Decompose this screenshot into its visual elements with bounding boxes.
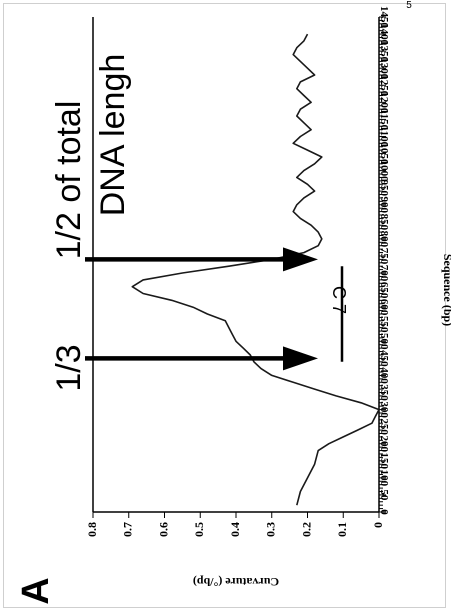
label-dna-length: DNA lengh: [94, 54, 132, 217]
y-tick-label: 0.1: [335, 522, 349, 537]
x-tick-label: 300: [378, 401, 390, 418]
arrow-one-third-head: [283, 346, 318, 371]
plot-area: 0501001502002503003504004505005506006507…: [15, 0, 451, 605]
x-tick-label: 950: [378, 179, 390, 196]
arrow-one-half-head: [283, 247, 318, 272]
y-tick-label: 0: [371, 522, 385, 528]
x-tick-label: 1250: [378, 74, 390, 97]
x-tick-label: 1450: [378, 6, 390, 29]
x-tick-label: 700: [378, 265, 390, 282]
x-tick-label: 900: [378, 197, 390, 214]
label-one-third: 1/3: [50, 344, 88, 391]
y-tick-label: 0.2: [299, 522, 313, 537]
x-tick-label: 1300: [378, 57, 390, 80]
y-tick-label: 0.3: [264, 522, 278, 537]
x-tick-label: 100: [378, 470, 390, 487]
x-tick-label: 850: [378, 214, 390, 231]
x-tick-label: 0: [378, 509, 390, 515]
x-tick-label: 500: [378, 333, 390, 350]
top-edge-text: 5: [406, 0, 412, 11]
label-one-half: 1/2 of total: [50, 101, 88, 260]
x-tick-label: 550: [378, 316, 390, 333]
x-tick-label: 350: [378, 384, 390, 401]
x-tick-label: 1150: [378, 109, 390, 131]
figure-frame: [3, 3, 446, 608]
x-tick-label: 250: [378, 418, 390, 435]
x-tick-label: 1400: [378, 23, 390, 46]
y-tick-label: 0.4: [228, 522, 242, 537]
y-axis-label: Curvature (°/bp): [193, 575, 279, 589]
y-tick-label: 0.8: [85, 522, 99, 537]
x-tick-label: 50: [378, 489, 390, 501]
x-axis-label: Sequence (bp): [441, 254, 451, 326]
x-tick-label: 1100: [378, 126, 390, 148]
y-tick-label: 0.7: [121, 522, 135, 537]
x-tick-label: 650: [378, 282, 390, 299]
y-tick-label: 0.6: [156, 522, 170, 537]
x-tick-label: 1350: [378, 40, 390, 63]
x-tick-label: 150: [378, 453, 390, 470]
x-tick-label: 200: [378, 435, 390, 452]
x-tick-label: 800: [378, 231, 390, 248]
panel-letter: A: [15, 577, 57, 604]
x-tick-label: 1200: [378, 91, 390, 114]
x-tick-label: 400: [378, 367, 390, 384]
x-tick-label: 600: [378, 299, 390, 316]
x-tick-label: 1050: [378, 143, 390, 166]
x-tick-label: 750: [378, 248, 390, 265]
x-tick-label: 450: [378, 350, 390, 367]
c7-label: C 7: [329, 286, 349, 314]
x-tick-label: 1000: [378, 160, 390, 183]
y-tick-label: 0.5: [192, 522, 206, 537]
